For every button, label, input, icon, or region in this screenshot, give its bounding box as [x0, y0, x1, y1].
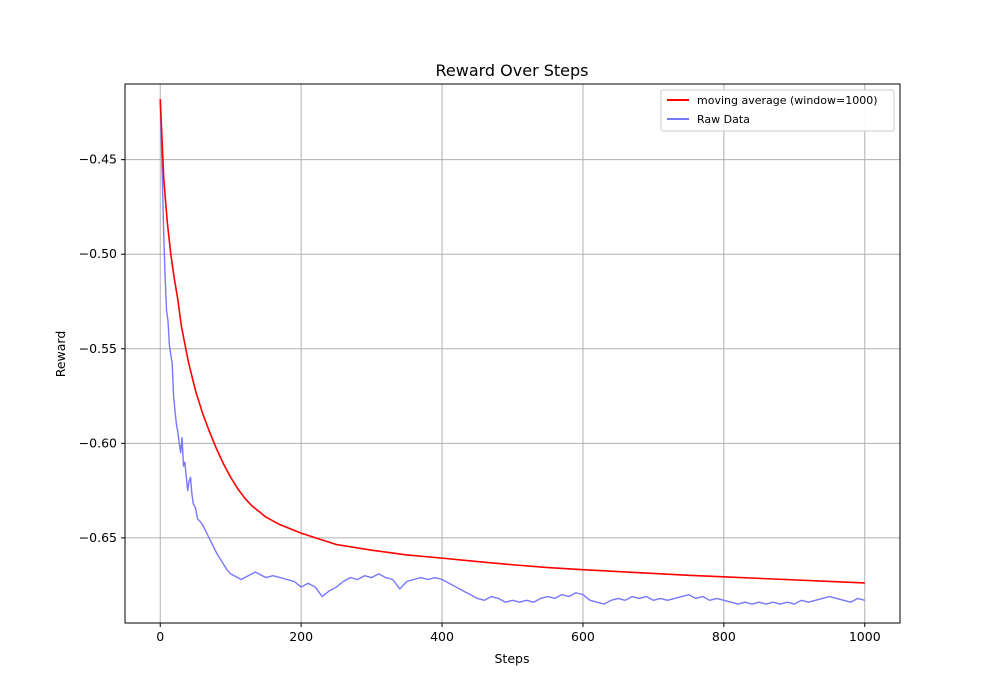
x-axis-label: Steps	[495, 651, 530, 666]
legend: moving average (window=1000) Raw Data	[660, 89, 895, 132]
legend-label-moving-average: moving average (window=1000)	[697, 94, 878, 107]
chart-title: Reward Over Steps	[435, 61, 588, 80]
x-tick-label: 600	[571, 629, 595, 644]
x-tick-label: 400	[430, 629, 454, 644]
grid-layer	[125, 84, 900, 623]
series-layer	[159, 99, 865, 605]
y-tick-label: −0.65	[79, 530, 117, 545]
y-tick-label: −0.50	[79, 246, 117, 261]
ticks-layer: 0 200 400 600 800 1000 −0.45 −0.50 −0.55 −0.60 −0.…	[79, 152, 881, 644]
x-tick-label: 800	[712, 629, 736, 644]
x-tick-label: 0	[156, 629, 164, 644]
series-line-raw-data	[159, 99, 865, 605]
series-line-moving-average	[159, 99, 865, 584]
y-tick-label: −0.60	[79, 435, 117, 450]
y-axis-label: Reward	[53, 331, 68, 378]
legend-label-raw-data: Raw Data	[697, 113, 750, 126]
plot-frame	[124, 83, 901, 624]
y-tick-label: −0.55	[79, 341, 117, 356]
legend-box	[660, 89, 895, 132]
x-tick-label: 200	[289, 629, 313, 644]
x-tick-label: 1000	[849, 629, 881, 644]
y-tick-label: −0.45	[79, 152, 117, 167]
